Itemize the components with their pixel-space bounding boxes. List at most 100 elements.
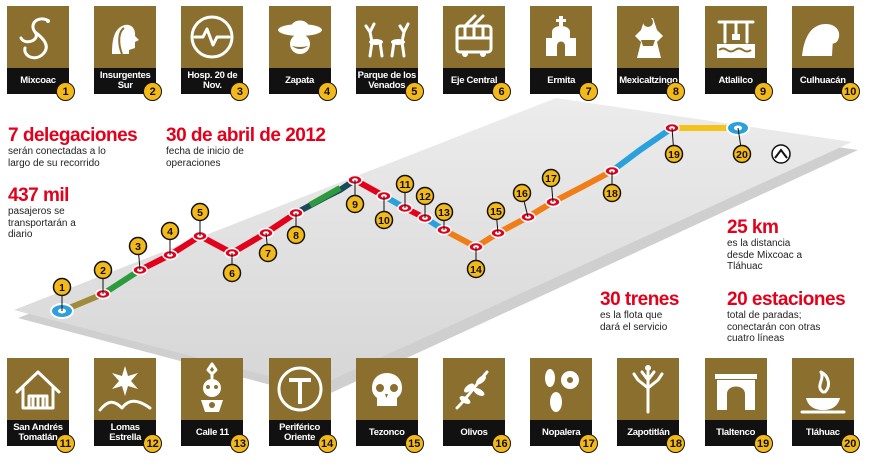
heads-profile-icon bbox=[112, 24, 140, 55]
olive-branch-icon bbox=[455, 370, 489, 410]
route-number-label: 10 bbox=[378, 215, 390, 227]
sombrero-face-icon bbox=[277, 20, 322, 54]
route-number-label: 19 bbox=[668, 149, 680, 161]
stat-delegaciones-value: 7 delegaciones bbox=[8, 125, 138, 146]
route-segment bbox=[308, 185, 342, 208]
station-icon-tile bbox=[530, 358, 593, 420]
trolleybus-icon bbox=[455, 14, 493, 57]
station-card: Tlaltenco 19 bbox=[704, 358, 773, 453]
station-icon-tile bbox=[7, 358, 69, 420]
route-number-label: 9 bbox=[352, 199, 358, 211]
station-number-badge: 13 bbox=[230, 434, 250, 453]
route-number-badge bbox=[222, 263, 242, 283]
stat-trenes-value: 30 trenes bbox=[600, 289, 679, 310]
station-number-badge: 11 bbox=[56, 434, 75, 453]
station-number-badge: 19 bbox=[753, 434, 773, 453]
station-number-badge: 5 bbox=[404, 82, 424, 101]
station-number-badge: 7 bbox=[579, 82, 599, 101]
route-number-label: 8 bbox=[293, 230, 299, 242]
station-icon-tile bbox=[617, 358, 680, 420]
route-number-badge bbox=[602, 183, 622, 203]
stat-fecha-value: 30 de abril de 2012 bbox=[166, 125, 326, 146]
stat-estaciones-text: total de paradas; conectarán con otras c… bbox=[727, 310, 821, 344]
station-number-badge: 18 bbox=[666, 434, 686, 453]
station-icon-tile bbox=[530, 6, 593, 68]
route-number-badge bbox=[345, 194, 365, 214]
station-card: Periférico Oriente 14 bbox=[268, 358, 337, 453]
route-number-label: 4 bbox=[167, 226, 173, 238]
station-icon-tile bbox=[94, 6, 157, 68]
station-card: Ermita 7 bbox=[530, 6, 599, 101]
water-well-icon bbox=[716, 20, 755, 58]
station-card: Hosp. 20 de Nov. 3 bbox=[181, 6, 250, 101]
route-number-badge bbox=[128, 236, 148, 256]
stat-km: 25 km es la distancia desde Mixcoac a Tl… bbox=[727, 218, 847, 273]
route-number-badge bbox=[415, 186, 435, 206]
station-card: Insurgentes Sur 2 bbox=[94, 6, 163, 101]
station-number-badge: 12 bbox=[143, 434, 163, 453]
route-number-label: 6 bbox=[229, 268, 235, 280]
station-icon-tile bbox=[617, 6, 680, 68]
station-dots bbox=[50, 120, 750, 319]
stat-fecha: 30 de abril de 2012 fecha de inicio de o… bbox=[166, 126, 346, 169]
station-icon-tile bbox=[7, 6, 69, 68]
route-number-badge bbox=[52, 277, 72, 297]
route-number-label: 20 bbox=[736, 149, 748, 161]
deer-icon bbox=[364, 22, 410, 58]
station-card: Nopalera 17 bbox=[530, 358, 599, 453]
station-card: Olivos 16 bbox=[443, 358, 511, 453]
station-icon-tile bbox=[268, 358, 331, 420]
route-number-badge bbox=[374, 210, 394, 230]
stat-delegaciones-text: serán conectadas a lo largo de su recorr… bbox=[8, 146, 106, 169]
station-card: Lomas Estrella 12 bbox=[94, 358, 163, 453]
route-number-label: 16 bbox=[516, 188, 528, 200]
route-number-label: 12 bbox=[419, 191, 431, 203]
station-number-badge: 17 bbox=[579, 434, 599, 453]
compass-icon bbox=[771, 144, 791, 164]
station-card: Parque de los Venados 5 bbox=[355, 6, 424, 101]
route-number-label: 3 bbox=[135, 241, 141, 253]
route-number-label: 7 bbox=[265, 248, 271, 260]
station-number-badge: 1 bbox=[56, 82, 75, 101]
station-number-badge: 15 bbox=[404, 434, 424, 453]
route-number-label: 1 bbox=[59, 282, 65, 294]
route-number-badge bbox=[190, 202, 210, 222]
route-number-badge bbox=[93, 260, 113, 280]
route-number-badge bbox=[664, 144, 684, 164]
arch-gate-icon bbox=[714, 374, 757, 410]
station-number-badge: 20 bbox=[840, 434, 860, 453]
station-number-badge: 10 bbox=[840, 82, 860, 101]
platform bbox=[14, 98, 852, 388]
station-card: Zapata 4 bbox=[268, 6, 337, 101]
stat-fecha-text: fecha de inicio de operaciones bbox=[166, 146, 244, 169]
station-number-badge: 3 bbox=[230, 82, 250, 101]
station-number-badge: 2 bbox=[143, 82, 163, 101]
station-number-badge: 4 bbox=[317, 82, 337, 101]
route-number-label: 5 bbox=[197, 207, 203, 219]
station-icon-tile bbox=[181, 358, 244, 420]
station-card: Eje Central 6 bbox=[443, 6, 511, 101]
route-number-badge bbox=[258, 243, 278, 263]
route-number-label: 18 bbox=[606, 188, 618, 200]
station-card: Culhuacán 10 bbox=[791, 6, 860, 101]
nopal-cactus-icon bbox=[545, 369, 580, 412]
stat-pasajeros-value: 437 mil bbox=[8, 185, 69, 206]
station-card: Mixcoac 1 bbox=[7, 6, 75, 101]
star-hills-icon bbox=[98, 366, 152, 412]
route-number-label: 15 bbox=[490, 206, 502, 218]
chapel-icon bbox=[546, 16, 577, 56]
station-number-badge: 9 bbox=[753, 82, 773, 101]
route-number-label: 14 bbox=[470, 264, 482, 276]
stat-km-text: es la distancia desde Mixcoac a Tláhuac bbox=[727, 238, 803, 272]
route-number-badge bbox=[286, 225, 306, 245]
fire-bowl-icon bbox=[800, 370, 846, 414]
stat-delegaciones: 7 delegaciones serán conectadas a lo lar… bbox=[8, 126, 148, 169]
route-number-label: 2 bbox=[100, 265, 106, 277]
curled-hill-icon bbox=[801, 24, 844, 56]
road-circle-icon bbox=[277, 366, 323, 412]
station-icon-tile bbox=[355, 6, 418, 68]
station-icon-tile bbox=[704, 6, 767, 68]
serpent-icon bbox=[19, 17, 50, 60]
